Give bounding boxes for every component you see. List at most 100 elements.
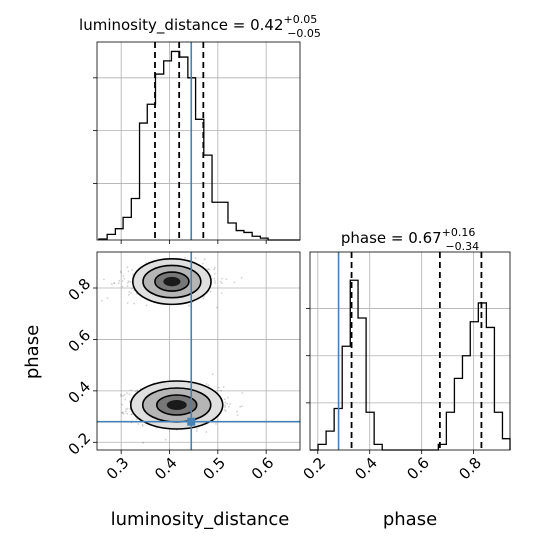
sample-point: [195, 429, 198, 432]
sample-point: [122, 412, 125, 415]
phase-title-main: phase = 0.67: [341, 229, 442, 247]
sample-point: [184, 256, 186, 259]
phase-vs-luminosity-distance-panel: 0.3 0.4 0.5 0.6 0.2 0.4 0.6 0.8: [65, 251, 301, 484]
sample-point: [201, 262, 204, 265]
phase-frame: [309, 251, 511, 451]
sample-point: [121, 285, 124, 288]
sample-point: [213, 273, 216, 275]
sample-point: [131, 287, 133, 290]
sample-point: [127, 293, 130, 296]
sample-point: [113, 282, 116, 285]
2d-xtick-label-2: 0.5: [199, 454, 229, 484]
sample-point: [203, 295, 206, 298]
sample-point: [219, 280, 222, 283]
sample-point: [130, 413, 133, 416]
sample-point: [224, 409, 227, 412]
contour-line-0-mode-0: [129, 380, 224, 430]
luminosity-distance-frame: [96, 41, 301, 241]
sample-point: [133, 302, 135, 305]
sample-point: [213, 266, 216, 269]
sample-point: [227, 396, 229, 399]
sample-point: [221, 282, 223, 284]
x-axis-label-luminosity-distance: luminosity_distance: [111, 509, 290, 530]
sample-point: [120, 395, 123, 398]
sample-point: [236, 414, 239, 417]
sample-point: [224, 404, 227, 407]
sample-point: [112, 281, 115, 284]
sample-point: [213, 277, 216, 280]
sample-point: [126, 407, 129, 410]
2d-truth-marker: [187, 417, 196, 426]
sample-point: [130, 389, 132, 392]
sample-point: [223, 408, 226, 411]
2d-xtick-label-0: 0.3: [103, 454, 133, 484]
sample-point: [132, 273, 134, 276]
sample-point: [122, 394, 124, 397]
sample-point: [229, 403, 232, 406]
sample-point: [239, 405, 242, 408]
sample-point: [224, 406, 226, 408]
sample-point: [125, 410, 127, 413]
sample-point: [220, 389, 223, 392]
sample-point: [216, 306, 218, 309]
sample-point: [221, 277, 223, 280]
sample-point: [122, 275, 125, 278]
sample-point: [126, 302, 129, 304]
sample-point: [211, 373, 214, 376]
2d-ytick-label-3: 0.8: [65, 275, 95, 305]
sample-point: [130, 292, 133, 294]
x-axis-label-phase: phase: [383, 509, 437, 530]
sample-point: [134, 390, 137, 393]
sample-point: [129, 280, 132, 283]
2d-ytick-label-0: 0.2: [65, 429, 95, 459]
phase-title-sub: −0.34: [445, 240, 479, 253]
sample-point: [208, 268, 211, 271]
2d-frame: [96, 251, 301, 451]
phase-xtick-label-3: 0.8: [455, 454, 485, 484]
phase-title-sup: +0.16: [442, 226, 476, 239]
sample-point: [205, 383, 208, 385]
y-axis-label-phase: phase: [22, 325, 43, 379]
sample-point: [194, 257, 197, 260]
sample-point: [241, 392, 244, 394]
2d-ytick-label-1: 0.4: [65, 378, 95, 408]
contour-line-2-mode-1: [154, 271, 190, 292]
sample-point: [110, 283, 113, 286]
2d-ytick-label-2: 0.6: [65, 326, 95, 356]
sample-point: [209, 290, 212, 293]
sample-point: [213, 268, 216, 271]
sample-point: [106, 297, 109, 300]
sample-point: [117, 282, 120, 285]
sample-point: [121, 280, 124, 282]
sample-point: [119, 393, 122, 396]
sample-point: [121, 411, 124, 414]
sample-point: [126, 392, 128, 395]
sample-point: [217, 386, 220, 389]
sample-point: [127, 280, 130, 283]
sample-point: [121, 411, 123, 414]
sample-point: [127, 281, 129, 284]
sample-point: [136, 389, 139, 392]
sample-point: [126, 412, 128, 415]
sample-point: [123, 277, 126, 280]
sample-point: [188, 304, 190, 307]
2d-xtick-label-3: 0.6: [248, 454, 278, 484]
phase-xtick-label-2: 0.6: [403, 454, 433, 484]
sample-point: [120, 271, 122, 274]
sample-point: [123, 393, 126, 396]
sample-point: [215, 423, 217, 425]
sample-point: [227, 405, 230, 408]
sample-point: [137, 423, 140, 425]
sample-point: [240, 276, 243, 279]
sample-point: [127, 270, 130, 273]
sample-point: [121, 403, 123, 406]
sample-point: [224, 401, 227, 404]
sample-point: [205, 431, 208, 433]
sample-point: [124, 398, 127, 401]
sample-point: [225, 278, 228, 281]
sample-point: [236, 410, 239, 413]
luminosity-distance-title-sub: −0.05: [287, 27, 321, 40]
sample-point: [126, 285, 129, 287]
sample-point: [164, 438, 167, 441]
